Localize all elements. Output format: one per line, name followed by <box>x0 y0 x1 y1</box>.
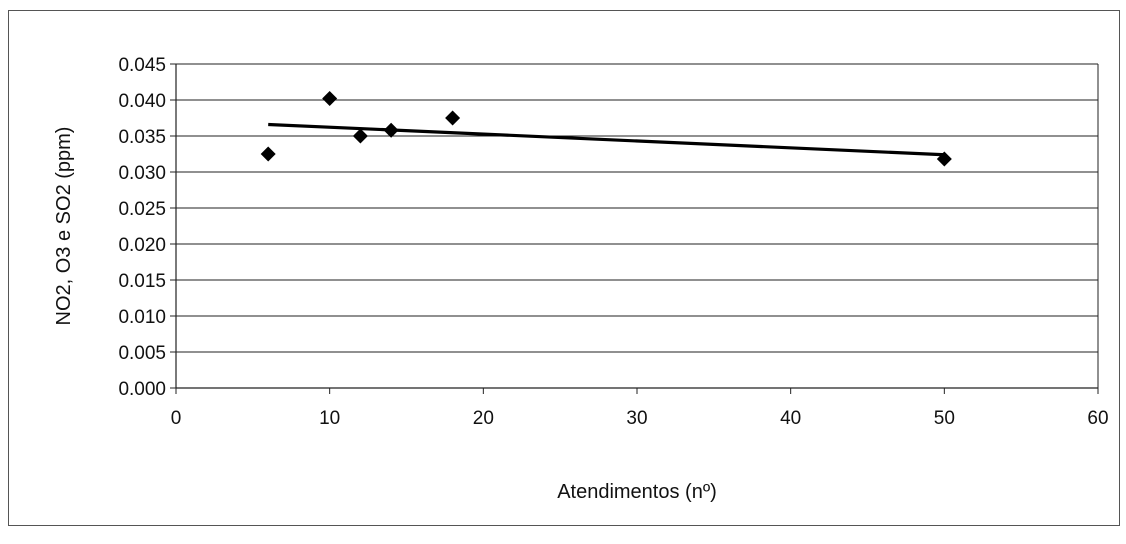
y-tick-label: 0.035 <box>118 127 166 148</box>
trendline <box>268 122 945 157</box>
y-tick-label: 0.015 <box>118 271 166 292</box>
x-tick-label: 50 <box>934 408 955 429</box>
data-point <box>322 91 338 107</box>
x-tick-label: 60 <box>1087 408 1108 429</box>
y-tick-label: 0.040 <box>118 91 166 112</box>
y-tick-label: 0.025 <box>118 199 166 220</box>
x-tick-label: 0 <box>171 408 182 429</box>
y-axis-label: NO2, O3 e SO2 (ppm) <box>53 127 75 326</box>
x-tick-label: 10 <box>319 408 340 429</box>
y-tick-label: 0.020 <box>118 235 166 256</box>
x-tick-label: 40 <box>780 408 801 429</box>
data-point <box>936 151 952 167</box>
data-point <box>260 146 276 162</box>
y-tick-label: 0.000 <box>118 379 166 400</box>
x-axis-label: Atendimentos (nº) <box>557 481 717 503</box>
chart-frame <box>8 10 1120 526</box>
data-point <box>445 110 461 126</box>
y-tick-label: 0.010 <box>118 307 166 328</box>
data-points <box>260 91 952 167</box>
data-point <box>383 122 399 138</box>
y-tick-label: 0.045 <box>118 55 166 76</box>
x-tick-labels: 0 10 20 30 40 50 60 <box>171 408 1109 429</box>
x-tick-label: 30 <box>626 408 647 429</box>
data-point <box>352 128 368 144</box>
y-tick-labels: 0.000 0.005 0.010 0.015 0.020 0.025 0.030 0.035… <box>118 55 166 400</box>
axes <box>170 63 1099 394</box>
gridlines <box>176 63 1098 353</box>
y-tick-label: 0.030 <box>118 163 166 184</box>
y-tick-label: 0.005 <box>118 343 166 364</box>
x-tick-label: 20 <box>473 408 494 429</box>
